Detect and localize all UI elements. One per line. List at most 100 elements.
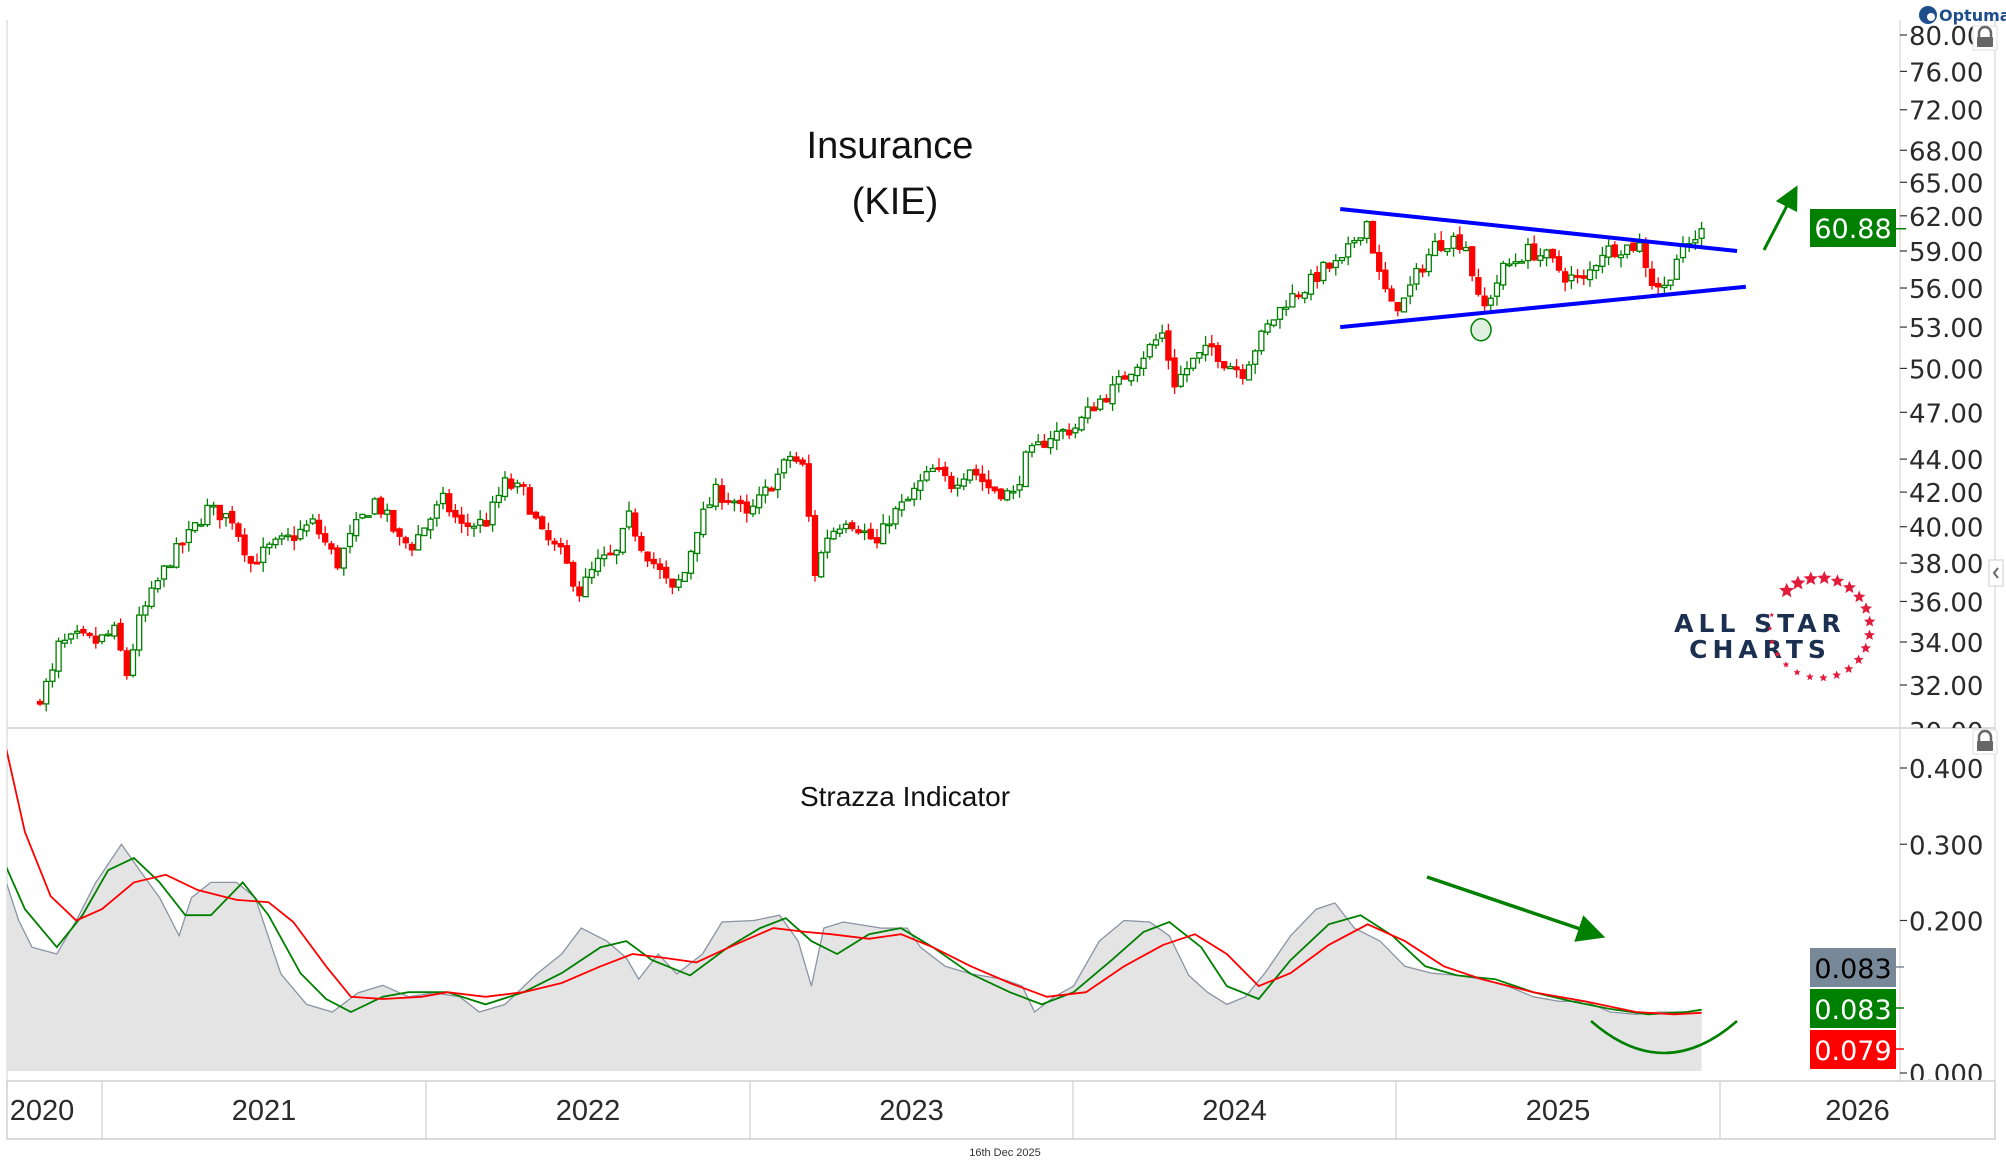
chart-subtitle: (KIE)	[852, 181, 939, 223]
optuma-logo: Optuma	[1919, 6, 2006, 25]
year-label: 2023	[879, 1095, 944, 1127]
candle	[198, 518, 205, 528]
candle	[756, 486, 763, 515]
candle	[594, 549, 602, 577]
candle	[266, 541, 273, 555]
candle	[1320, 260, 1327, 285]
candle	[1394, 302, 1401, 317]
candle	[954, 477, 961, 497]
candle	[1270, 319, 1277, 328]
circle-marker[interactable]	[1470, 318, 1492, 342]
candle	[49, 663, 56, 688]
candle	[1630, 242, 1637, 253]
candle	[1221, 360, 1228, 371]
candle	[960, 473, 967, 491]
candle	[632, 508, 639, 542]
upper-trendline[interactable]	[1339, 206, 1738, 253]
candle	[731, 498, 738, 512]
candle	[514, 479, 521, 494]
candle	[706, 497, 713, 509]
candle	[303, 520, 310, 537]
candle	[328, 540, 335, 555]
candle	[1245, 360, 1253, 381]
candle	[247, 555, 254, 573]
price-tick-label: 44.00	[1909, 446, 1983, 476]
price-panel[interactable]: Insurance (KIE)	[36, 125, 1798, 712]
candle	[873, 528, 881, 549]
candle	[1035, 434, 1042, 446]
candle	[663, 560, 670, 584]
candle	[1518, 259, 1525, 264]
candle	[415, 524, 422, 551]
candle	[836, 524, 843, 538]
candle	[718, 478, 726, 510]
indicator-value-badge	[1810, 948, 1896, 987]
year-label: 2020	[10, 1095, 75, 1127]
candle	[1537, 248, 1544, 267]
candle	[1444, 248, 1451, 256]
candle	[1673, 254, 1680, 280]
x-axis[interactable]: 2020 2021 2022 2023 2024 2025 2026	[10, 1081, 1890, 1139]
candle	[61, 633, 68, 648]
candle	[880, 514, 887, 545]
candle	[1555, 250, 1563, 273]
candle	[687, 549, 695, 580]
candle	[136, 606, 143, 657]
candle	[1475, 268, 1482, 297]
candle	[80, 625, 87, 637]
candle	[1338, 257, 1346, 264]
candle	[793, 452, 800, 464]
candle	[216, 504, 223, 529]
candle	[842, 520, 850, 534]
candle	[867, 522, 874, 540]
indicator-axis[interactable]: 0.400 0.300 0.200 0.000	[1900, 755, 1983, 1090]
candles	[36, 220, 1705, 712]
candle	[1382, 261, 1389, 293]
lock-icon[interactable]	[1972, 25, 1998, 51]
candle	[1196, 351, 1203, 364]
candle	[1636, 233, 1643, 253]
candle	[818, 550, 825, 578]
candle	[601, 546, 608, 567]
candle	[179, 541, 186, 554]
indicator-panel[interactable]: Strazza Indicator	[6, 748, 1738, 1071]
candle	[1648, 261, 1656, 290]
chart-title: Insurance	[807, 125, 974, 167]
candle	[1400, 297, 1408, 313]
candle	[365, 514, 372, 518]
candle	[619, 527, 626, 555]
candle	[421, 527, 428, 537]
lower-trendline[interactable]	[1340, 284, 1747, 330]
downtrend-arrow-icon[interactable]	[1426, 875, 1606, 942]
candle	[1586, 261, 1594, 287]
indicator-value: 0.079	[1814, 1036, 1891, 1067]
candle	[557, 537, 564, 555]
candle	[539, 515, 546, 530]
candle	[1326, 261, 1333, 273]
candle	[98, 634, 106, 645]
candle	[297, 520, 304, 541]
bottoming-arc[interactable]	[1590, 1020, 1738, 1055]
candle	[811, 510, 819, 582]
candle	[1307, 269, 1315, 301]
breakout-arrow-icon[interactable]	[1762, 185, 1798, 251]
price-tick-label: 38.00	[1909, 550, 1983, 580]
candle	[167, 564, 174, 569]
year-label: 2025	[1526, 1095, 1591, 1127]
candle	[390, 509, 397, 534]
lock-icon[interactable]	[1972, 729, 1998, 755]
candle	[1431, 233, 1439, 257]
price-tick-label: 62.00	[1909, 203, 1983, 233]
candle	[1493, 274, 1501, 306]
candle	[712, 478, 719, 511]
candle	[520, 481, 527, 496]
candle	[656, 558, 664, 580]
price-tick-label: 65.00	[1909, 169, 1983, 199]
candle	[768, 486, 775, 492]
candle	[117, 618, 124, 652]
candle	[1022, 450, 1029, 488]
collapse-panel-button[interactable]	[1988, 559, 2004, 587]
candle	[849, 520, 856, 532]
candle	[36, 698, 44, 707]
